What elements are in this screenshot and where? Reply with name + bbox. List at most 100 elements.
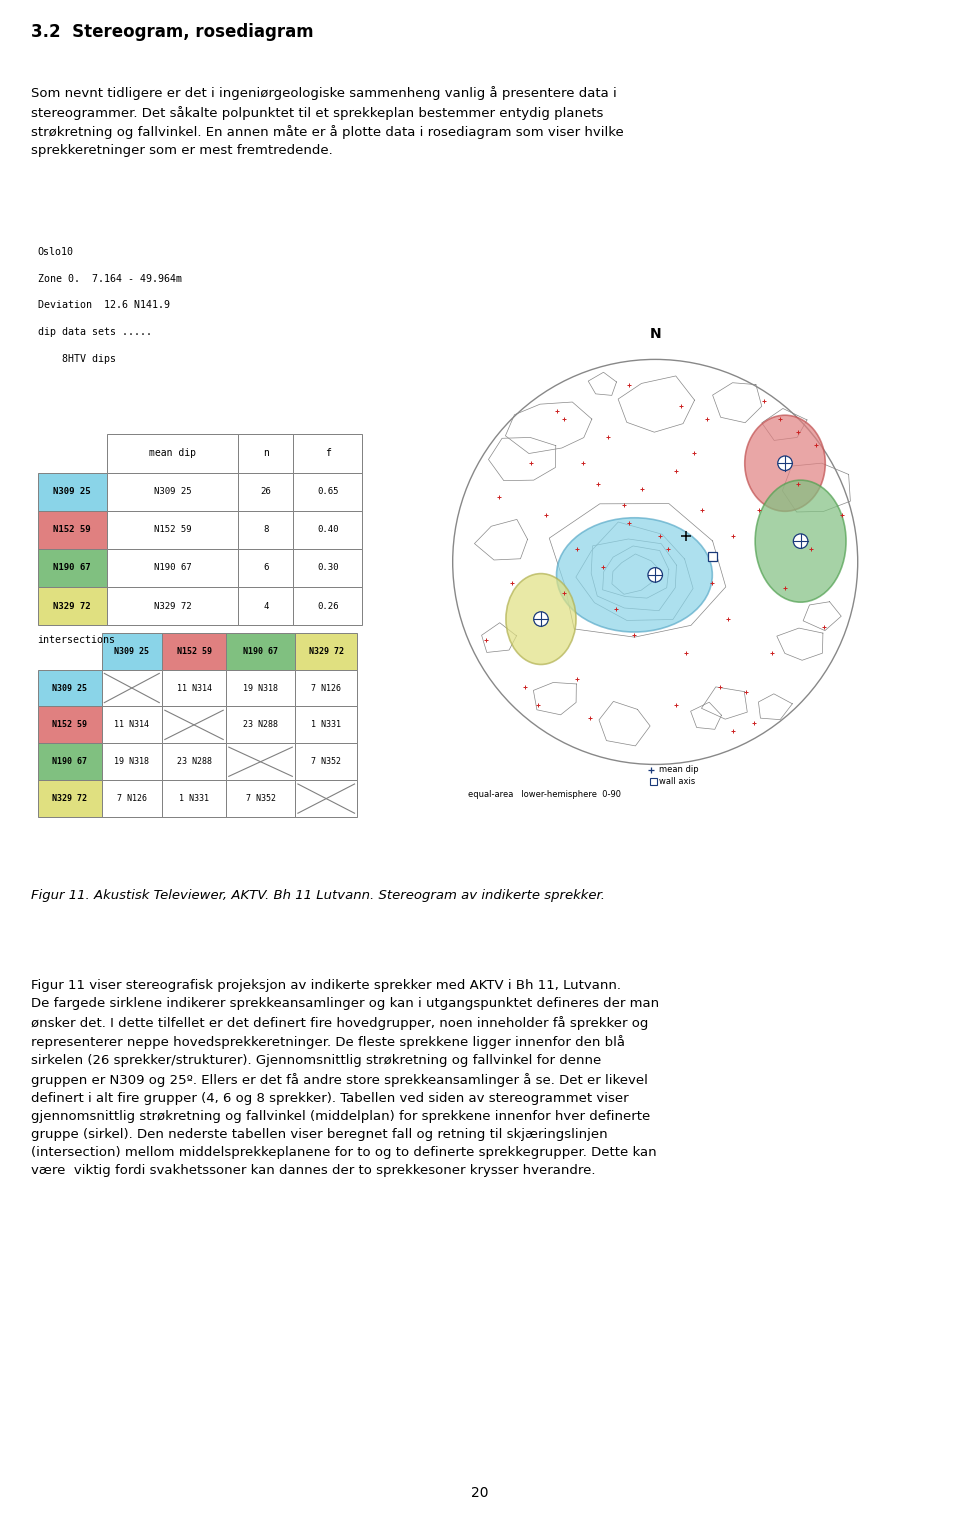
Text: N309 25: N309 25 <box>114 646 150 656</box>
Text: 1 N331: 1 N331 <box>179 795 209 804</box>
Text: N309 25: N309 25 <box>154 487 191 497</box>
Point <box>764 640 780 665</box>
FancyBboxPatch shape <box>294 587 363 625</box>
Point <box>674 394 689 419</box>
FancyBboxPatch shape <box>295 633 357 669</box>
Point <box>569 536 585 561</box>
Text: N190 67: N190 67 <box>154 564 191 573</box>
Point <box>505 570 520 594</box>
Text: 7 N352: 7 N352 <box>311 758 341 766</box>
Circle shape <box>793 533 808 549</box>
Point <box>816 614 831 639</box>
Text: intersections: intersections <box>37 634 115 645</box>
Point <box>668 458 684 483</box>
Point <box>700 406 715 431</box>
Text: 7 N126: 7 N126 <box>311 683 341 692</box>
Text: 6: 6 <box>263 564 269 573</box>
FancyBboxPatch shape <box>295 706 357 743</box>
Point <box>834 503 850 527</box>
FancyBboxPatch shape <box>37 472 107 510</box>
Text: N152 59: N152 59 <box>177 646 211 656</box>
Point <box>772 406 787 431</box>
Point <box>479 628 494 652</box>
Circle shape <box>534 611 548 626</box>
FancyBboxPatch shape <box>295 669 357 706</box>
Text: N190 67: N190 67 <box>243 646 278 656</box>
Point <box>804 536 819 561</box>
Text: N152 59: N152 59 <box>54 526 91 535</box>
FancyBboxPatch shape <box>162 669 226 706</box>
Point <box>539 503 554 527</box>
Point <box>569 666 585 691</box>
Point <box>523 451 539 475</box>
FancyBboxPatch shape <box>238 434 294 472</box>
Point <box>575 451 590 475</box>
FancyBboxPatch shape <box>294 510 363 549</box>
Ellipse shape <box>557 518 712 633</box>
Point <box>752 498 767 523</box>
FancyBboxPatch shape <box>107 587 238 625</box>
Point <box>778 576 793 601</box>
Point <box>635 477 650 501</box>
FancyBboxPatch shape <box>102 781 162 817</box>
FancyBboxPatch shape <box>162 781 226 817</box>
Point <box>790 420 805 445</box>
Text: Deviation  12.6 N141.9: Deviation 12.6 N141.9 <box>37 301 170 310</box>
Text: 26: 26 <box>260 487 271 497</box>
Text: 8HTV dips: 8HTV dips <box>37 353 115 364</box>
FancyBboxPatch shape <box>295 781 357 817</box>
Point <box>726 718 741 743</box>
Text: wall axis: wall axis <box>660 776 695 785</box>
Ellipse shape <box>745 416 826 512</box>
Text: N190 67: N190 67 <box>54 564 91 573</box>
Text: 7 N352: 7 N352 <box>246 795 276 804</box>
Point <box>549 399 564 423</box>
Text: 23 N288: 23 N288 <box>243 720 278 729</box>
Text: N152 59: N152 59 <box>52 720 87 729</box>
Point <box>492 484 507 509</box>
Text: N309 25: N309 25 <box>52 683 87 692</box>
Circle shape <box>453 359 857 764</box>
FancyBboxPatch shape <box>162 633 226 669</box>
Text: Zone 0.  7.164 - 49.964m: Zone 0. 7.164 - 49.964m <box>37 274 181 284</box>
Point <box>686 440 702 465</box>
FancyBboxPatch shape <box>102 706 162 743</box>
FancyBboxPatch shape <box>102 743 162 781</box>
Point <box>738 680 754 704</box>
Text: 8: 8 <box>263 526 269 535</box>
Point <box>720 607 735 631</box>
FancyBboxPatch shape <box>294 472 363 510</box>
Ellipse shape <box>756 480 846 602</box>
Point <box>609 596 624 620</box>
Text: Figur 11. Akustisk Televiewer, AKTV. Bh 11 Lutvann. Stereogram av indikerte spre: Figur 11. Akustisk Televiewer, AKTV. Bh … <box>31 889 605 903</box>
Point <box>756 388 772 413</box>
Point <box>808 432 824 457</box>
Point <box>668 692 684 717</box>
Text: 0.40: 0.40 <box>317 526 339 535</box>
Point <box>660 536 676 561</box>
Point <box>653 524 668 549</box>
FancyBboxPatch shape <box>226 669 295 706</box>
Text: mean dip: mean dip <box>149 448 196 458</box>
Text: 3.2  Stereogram, rosediagram: 3.2 Stereogram, rosediagram <box>31 23 313 41</box>
Point <box>790 472 805 497</box>
FancyBboxPatch shape <box>107 472 238 510</box>
Point <box>705 570 720 594</box>
FancyBboxPatch shape <box>226 706 295 743</box>
Point <box>679 640 694 665</box>
Point <box>601 425 616 449</box>
Point <box>712 674 728 698</box>
Text: N309 25: N309 25 <box>54 487 91 497</box>
FancyBboxPatch shape <box>107 434 238 472</box>
Text: 19 N318: 19 N318 <box>243 683 278 692</box>
FancyBboxPatch shape <box>37 781 102 817</box>
FancyBboxPatch shape <box>102 633 162 669</box>
Text: N329 72: N329 72 <box>52 795 87 804</box>
FancyBboxPatch shape <box>294 434 363 472</box>
Text: 11 N314: 11 N314 <box>114 720 150 729</box>
Point <box>517 674 533 698</box>
FancyBboxPatch shape <box>107 549 238 587</box>
Ellipse shape <box>506 573 576 665</box>
Point <box>621 373 636 397</box>
Text: Figur 11 viser stereografisk projeksjon av indikerte sprekker med AKTV i Bh 11, : Figur 11 viser stereografisk projeksjon … <box>31 979 659 1177</box>
